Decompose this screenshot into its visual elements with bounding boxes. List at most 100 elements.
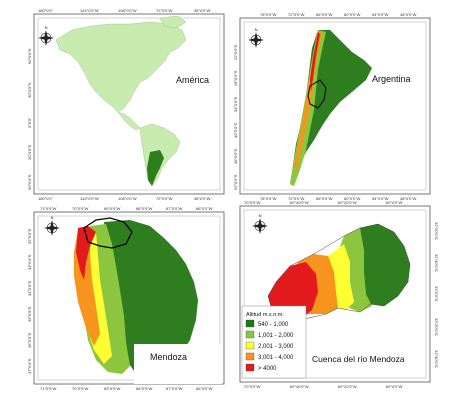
legend-swatch	[245, 319, 255, 328]
tick-label: 66°0'0"W	[196, 206, 213, 211]
tick-label: 66°0'0"W	[196, 386, 213, 391]
mendoza-outline	[307, 79, 327, 109]
legend-label: > 4000	[258, 366, 277, 372]
tick-label: 71°0'0"W	[40, 386, 57, 391]
tick-label: 69°0'0"W	[386, 200, 403, 205]
argentina-title: Argentina	[372, 74, 411, 84]
tick-label: 60°0'0"S	[27, 174, 32, 190]
tick-label: 30°0'0"S	[27, 144, 32, 160]
legend-item: 1,001 - 2,000	[245, 330, 294, 339]
cuenca-red-zone	[268, 262, 318, 320]
america-top-ticks: 180°0'0" 144°0'0"W 108°0'0"W 72°0'0"W 36…	[38, 8, 211, 13]
america-left-ticks: 60°0'0"N 30°0'0"N 0°0'0" 30°0'0"S 60°0'0…	[27, 48, 32, 190]
argentina-top-ticks: 78°0'0"W 72°0'0"W 66°0'0"W 60°0'0"W 54°0…	[260, 12, 417, 17]
greenland-shape	[159, 15, 187, 29]
north-label: N	[259, 213, 262, 218]
tick-label: 54°0'0"W	[372, 12, 389, 17]
altitude-legend: Altitud m.s.n.m. 540 - 1,000 1,001 - 2,0…	[241, 305, 307, 379]
tick-label: 48°0'0"W	[400, 12, 417, 17]
north-arrow-icon: N	[248, 27, 264, 48]
tick-label: 34°0'0"S	[233, 96, 238, 112]
tick-label: 68°0'0"W	[136, 386, 153, 391]
tick-label: 46°0'0"S	[233, 148, 238, 164]
legend-title: Altitud m.s.n.m.	[246, 312, 284, 318]
legend-label: 2,001 - 3,000	[258, 344, 294, 350]
tick-label: 69°20'0"W	[338, 200, 357, 205]
tick-label: 60°0'0"W	[344, 196, 361, 201]
cuenca-lowland	[360, 224, 410, 306]
andes-summit-zone	[310, 32, 320, 92]
cuenca-outline	[83, 217, 133, 249]
america-title: América	[176, 75, 209, 85]
tick-label: 0°0'0"	[27, 117, 32, 128]
north-label: N	[51, 215, 54, 220]
legend-item: 2,001 - 3,000	[245, 341, 294, 350]
legend-swatch	[245, 330, 255, 339]
tick-label: 69°0'0"W	[386, 384, 403, 389]
tick-label: 70°0'0"W	[72, 206, 89, 211]
legend-swatch	[245, 352, 255, 361]
cuenca-border	[267, 223, 411, 321]
tick-label: 72°0'0"W	[156, 196, 173, 201]
tick-label: 67°0'0"W	[166, 386, 183, 391]
tick-label: 60°0'0"N	[27, 48, 32, 64]
tick-label: 71°0'0"W	[40, 206, 57, 211]
legend-label: 540 - 1,000	[258, 322, 289, 328]
tick-label: 70°0'0"W	[244, 384, 261, 389]
mendoza-east-lowland	[104, 220, 198, 376]
tick-label: 40°0'0"S	[233, 122, 238, 138]
tick-label: 32°20'0"S	[434, 222, 439, 240]
cuenca-top-ticks: 70°0'0"W 69°40'0"W 69°20'0"W 69°0'0"W	[244, 200, 403, 205]
cuenca-bottom-ticks: 70°0'0"W 69°40'0"W 69°20'0"W 69°0'0"W	[244, 384, 403, 389]
legend-item: 3,001 - 4,000	[245, 352, 294, 361]
legend-item: 540 - 1,000	[245, 319, 289, 328]
mendoza-title-box	[134, 344, 222, 384]
tick-label: 78°0'0"W	[260, 196, 277, 201]
mendoza-top-ticks: 71°0'0"W 70°0'0"W 69°0'0"W 68°0'0"W 67°0…	[40, 206, 213, 211]
tick-label: 33°20'0"S	[434, 318, 439, 336]
tick-label: 33°0'0"S	[434, 286, 439, 302]
argentina-bottom-ticks: 78°0'0"W 72°0'0"W 66°0'0"W 60°0'0"W 54°0…	[260, 196, 417, 201]
tick-label: 70°0'0"W	[72, 386, 89, 391]
tick-label: 34°0'0"S	[27, 280, 32, 296]
tick-label: 144°0'0"W	[80, 8, 99, 13]
panel-mendoza: Mendoza 71°0'0"W 70°0'0"W 69°0'0"W 68°0'…	[27, 206, 225, 391]
tick-label: 52°0'0"S	[233, 174, 238, 190]
legend-item: > 4000	[245, 363, 277, 372]
legend-label: 3,001 - 4,000	[258, 355, 294, 361]
tick-label: 69°0'0"W	[104, 386, 121, 391]
tick-label: 72°0'0"W	[288, 196, 305, 201]
tick-label: 144°0'0"W	[80, 196, 99, 201]
panel-argentina: Argentina 78°0'0"W 72°0'0"W 66°0'0"W 60°…	[233, 12, 431, 201]
north-arrow-icon: N	[38, 25, 54, 46]
north-arrow-icon: N	[252, 213, 268, 234]
tick-label: 70°0'0"W	[244, 200, 261, 205]
tick-label: 67°0'0"W	[166, 206, 183, 211]
argentina-highlight	[147, 150, 164, 186]
tick-label: 22°0'0"S	[233, 44, 238, 60]
north-arrow-icon: N	[44, 215, 60, 236]
tick-label: 60°0'0"W	[344, 12, 361, 17]
legend-swatch	[245, 341, 255, 350]
mendoza-title: Mendoza	[150, 352, 187, 362]
tick-label: 48°0'0"W	[400, 196, 417, 201]
tick-label: 66°0'0"W	[316, 196, 333, 201]
tick-label: 33°40'0"S	[434, 350, 439, 368]
tick-label: 32°0'0"S	[27, 228, 32, 244]
tick-label: 69°40'0"W	[290, 200, 309, 205]
tick-label: 37°0'0"S	[27, 358, 32, 374]
tick-label: 72°0'0"W	[288, 12, 305, 17]
tick-label: 33°0'0"S	[27, 254, 32, 270]
tick-label: 78°0'0"W	[260, 12, 277, 17]
tick-label: 28°0'0"S	[233, 70, 238, 86]
tick-label: 69°20'0"W	[338, 384, 357, 389]
tick-label: 36°0'0"W	[194, 8, 211, 13]
tick-label: 68°0'0"W	[136, 206, 153, 211]
tick-label: 54°0'0"W	[372, 196, 389, 201]
mendoza-left-ticks: 32°0'0"S 33°0'0"S 34°0'0"S 35°0'0"S 36°0…	[27, 228, 32, 374]
tick-label: 30°0'0"N	[27, 82, 32, 98]
tick-label: 69°40'0"W	[290, 384, 309, 389]
mendoza-red-zone	[76, 226, 96, 280]
tick-label: 36°0'0"S	[27, 332, 32, 348]
